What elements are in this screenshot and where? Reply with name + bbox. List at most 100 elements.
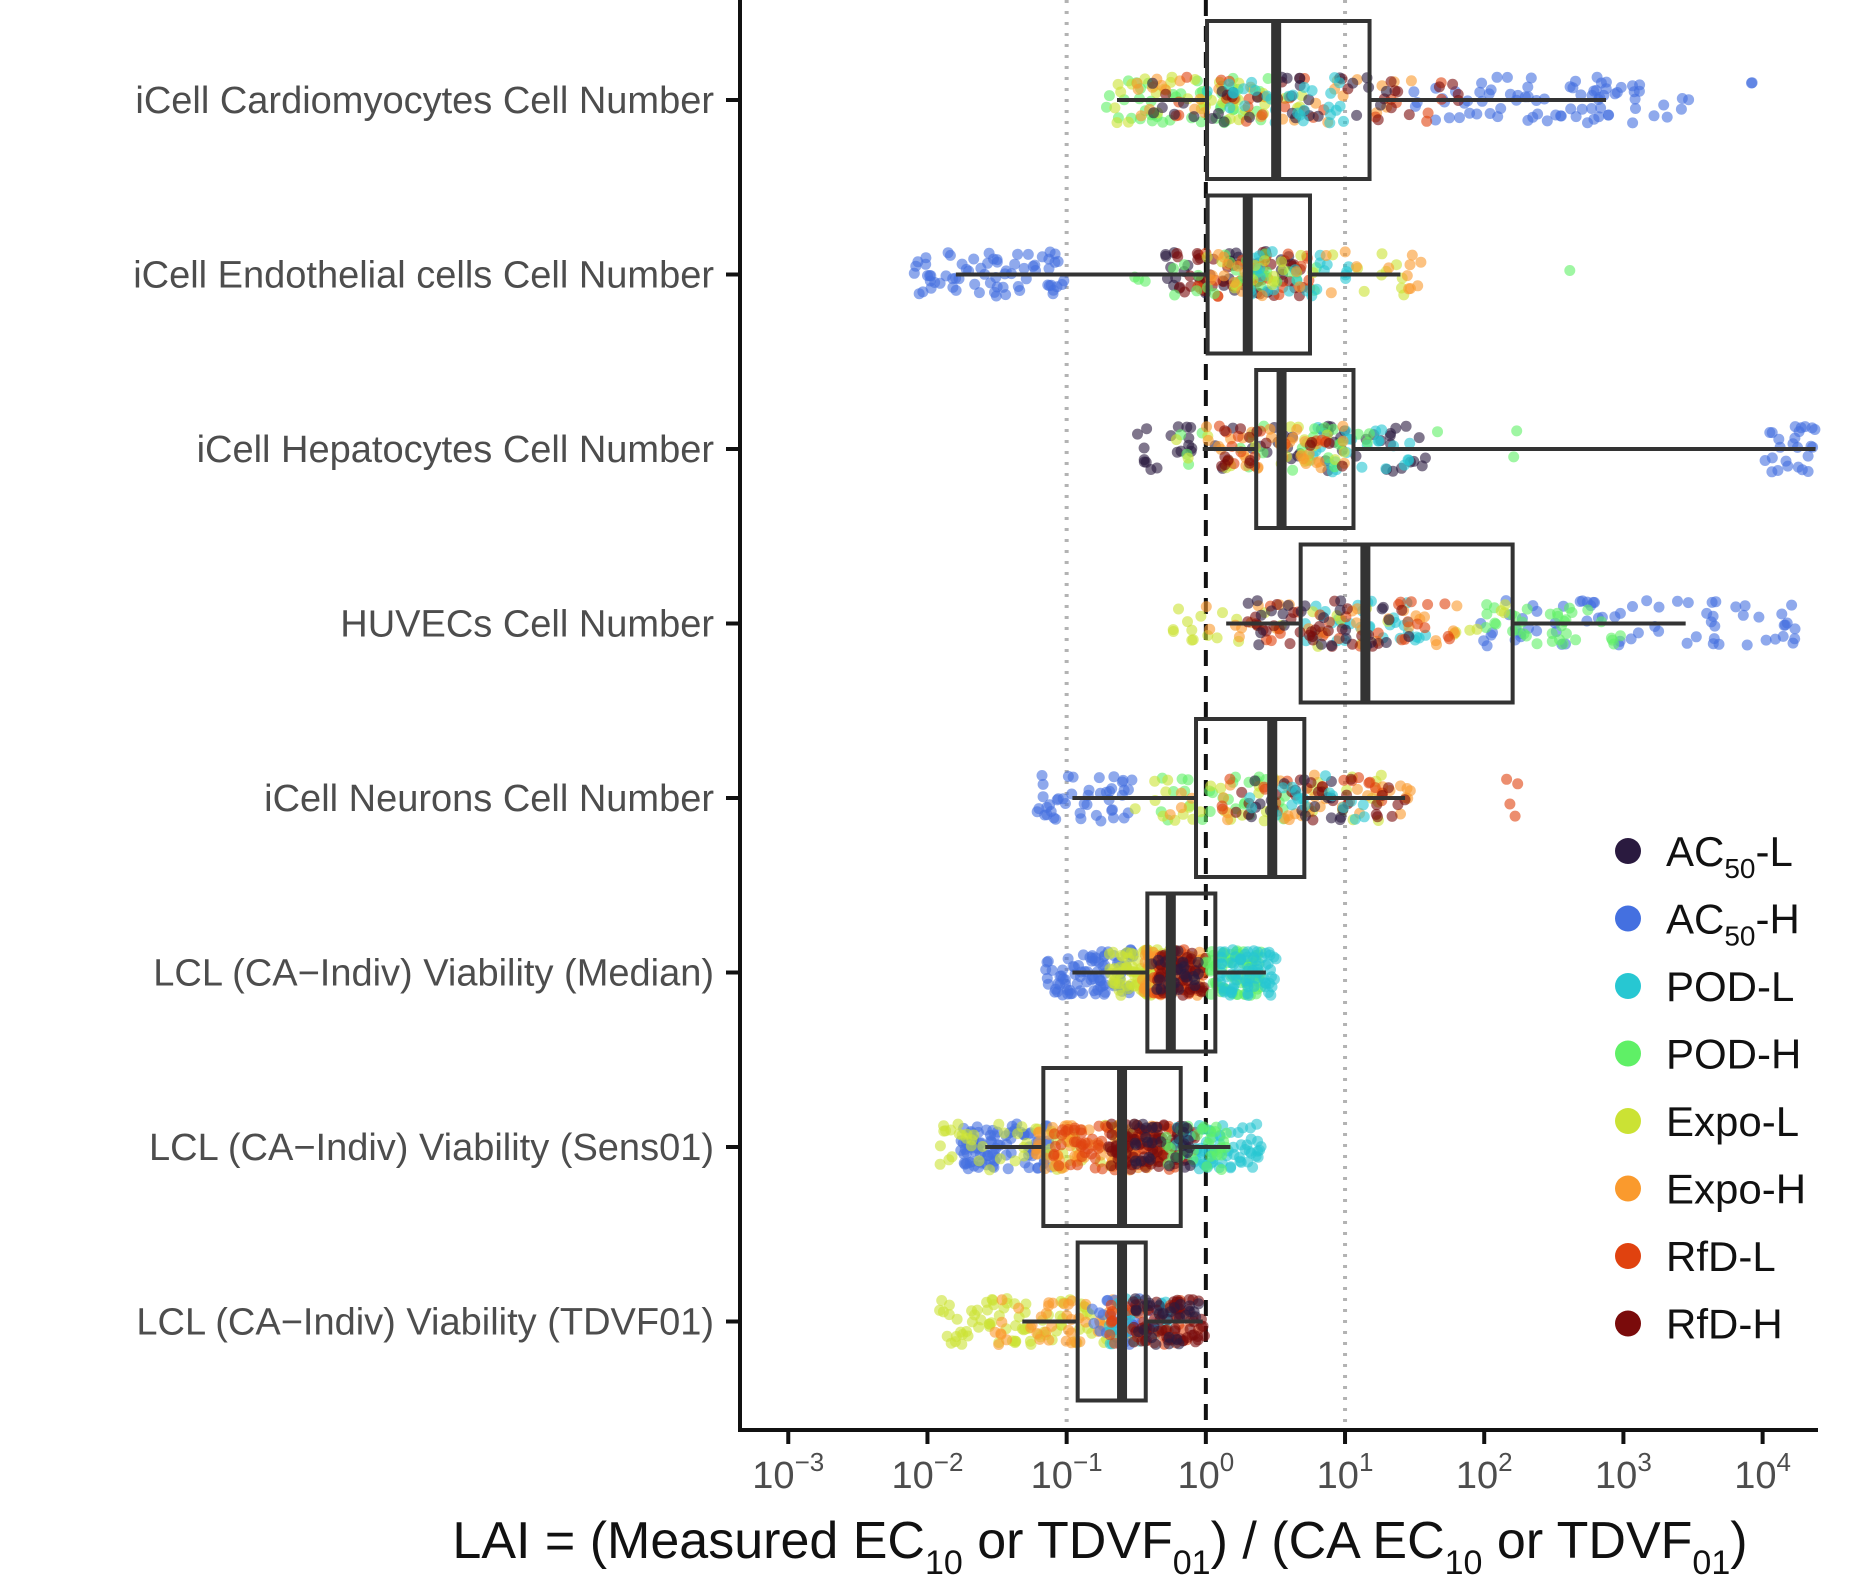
data-point <box>973 1155 985 1167</box>
data-point <box>1298 81 1310 93</box>
data-point <box>1385 76 1397 88</box>
x-tick-label: 100 <box>1177 1447 1234 1497</box>
data-point <box>1063 1298 1074 1310</box>
data-point <box>1653 601 1665 613</box>
data-point <box>1681 637 1693 649</box>
boxplot <box>1072 717 1406 879</box>
data-point <box>1218 251 1230 263</box>
data-point <box>1130 1158 1142 1170</box>
data-point <box>984 1164 996 1176</box>
data-point <box>1340 633 1352 644</box>
data-point <box>1570 634 1582 646</box>
data-point <box>1077 949 1089 961</box>
data-point <box>1037 791 1049 803</box>
data-point <box>1504 798 1516 810</box>
data-point <box>1707 638 1719 650</box>
boxplot <box>985 1066 1231 1228</box>
data-point <box>1403 454 1415 466</box>
data-point <box>1061 984 1073 996</box>
data-point <box>1099 986 1111 998</box>
data-point <box>1104 1329 1116 1341</box>
data-point <box>1675 103 1687 115</box>
data-point <box>1153 1161 1165 1172</box>
data-point <box>1048 1128 1060 1140</box>
data-point <box>1151 1121 1163 1133</box>
data-point <box>1481 640 1493 652</box>
data-point <box>1259 255 1270 267</box>
data-point <box>983 247 995 259</box>
legend-text: Expo-L <box>1666 1098 1799 1145</box>
data-point <box>1216 460 1228 472</box>
data-point <box>1403 109 1415 121</box>
data-point <box>1345 773 1357 785</box>
data-point <box>993 1118 1005 1130</box>
data-point <box>1063 1324 1075 1336</box>
legend-label: POD-H <box>1666 1031 1801 1078</box>
data-point <box>1093 971 1105 983</box>
x-tick-label: 10−2 <box>891 1447 963 1497</box>
data-point <box>910 260 922 272</box>
data-point <box>1228 87 1240 99</box>
data-point <box>1281 72 1293 84</box>
data-point <box>1067 771 1079 783</box>
x-label-subscript: 10 <box>1445 1544 1483 1582</box>
legend-label: Expo-H <box>1666 1166 1806 1213</box>
data-point <box>1224 102 1236 114</box>
data-point <box>1661 111 1673 123</box>
data-point <box>1232 1127 1244 1138</box>
data-point <box>1123 952 1135 964</box>
data-point <box>1766 452 1778 464</box>
data-point <box>1048 1150 1060 1162</box>
data-point <box>1786 599 1798 611</box>
tick-exponent: 3 <box>1637 1447 1651 1477</box>
data-point <box>1570 111 1582 123</box>
data-point <box>1252 1151 1264 1163</box>
data-point <box>1351 109 1363 121</box>
data-point <box>1052 256 1064 267</box>
data-point <box>1347 77 1359 89</box>
data-point <box>977 1141 989 1152</box>
data-point <box>1160 786 1172 798</box>
data-point <box>1053 1160 1065 1172</box>
data-point <box>1531 625 1543 637</box>
tick-base: 10 <box>752 1455 794 1497</box>
data-point <box>1683 94 1695 106</box>
tick-exponent: −3 <box>795 1447 825 1477</box>
data-point <box>1060 1335 1072 1347</box>
data-point <box>1323 437 1335 449</box>
data-point <box>1628 86 1640 98</box>
data-point <box>1206 113 1218 124</box>
data-point <box>1430 114 1441 126</box>
data-point <box>1040 1307 1052 1319</box>
data-point <box>1264 423 1276 435</box>
data-point <box>1223 78 1235 90</box>
data-point <box>1126 774 1138 786</box>
data-point <box>1372 627 1384 639</box>
data-point <box>962 1330 974 1342</box>
data-point <box>982 257 994 269</box>
data-point <box>1320 770 1331 782</box>
tick-exponent: −1 <box>1073 1447 1103 1477</box>
data-point <box>1595 77 1607 89</box>
tick-exponent: −2 <box>934 1447 964 1477</box>
data-point <box>1509 810 1521 822</box>
data-point <box>1279 101 1291 113</box>
data-point <box>1430 635 1442 647</box>
data-point <box>1121 980 1133 992</box>
x-tick-label: 10−1 <box>1031 1447 1103 1497</box>
legend-item: Expo-L <box>1615 1098 1799 1145</box>
category-label: iCell Cardiomyocytes Cell Number <box>135 80 714 122</box>
data-point <box>1089 1152 1101 1164</box>
data-point <box>1641 595 1653 607</box>
data-point <box>1054 970 1066 982</box>
data-point <box>1198 982 1210 993</box>
data-point <box>1090 988 1102 1000</box>
data-point <box>1090 809 1102 821</box>
data-point <box>1352 428 1364 440</box>
data-point <box>1106 1129 1118 1141</box>
data-point <box>1253 639 1265 651</box>
box-iqr <box>1254 368 1356 530</box>
x-label-text: or TDVF <box>963 1512 1173 1570</box>
data-point <box>1226 987 1238 999</box>
data-point <box>1248 980 1260 992</box>
